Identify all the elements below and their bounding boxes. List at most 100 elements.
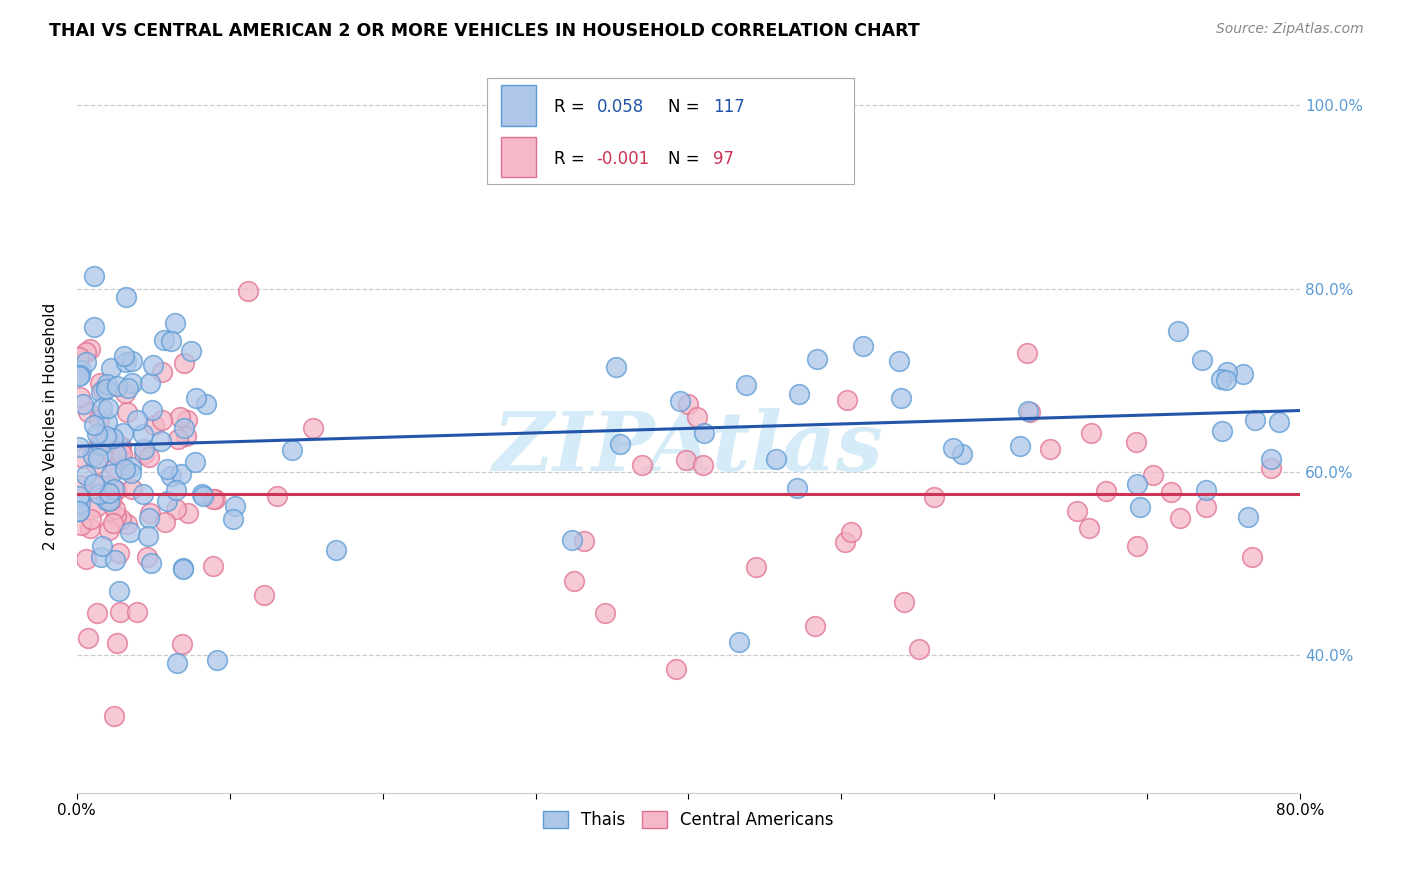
Point [325, 542, 347, 557]
Point [132, 487, 155, 501]
Point [156, 462, 179, 476]
Bar [502, 136, 536, 177]
Point [890, 391, 912, 405]
Point [174, 429, 197, 443]
Point [75, 468, 97, 483]
Point [121, 482, 143, 496]
Point [67, 504, 90, 518]
Point [103, 483, 125, 497]
Point [1126, 539, 1149, 553]
Point [111, 447, 134, 461]
Point [156, 494, 179, 508]
Point [1236, 510, 1258, 524]
Point [91, 401, 114, 416]
Point [266, 489, 288, 503]
Point [1017, 404, 1039, 418]
Point [103, 431, 125, 445]
Point [142, 358, 165, 372]
Point [114, 386, 136, 401]
Point [89, 376, 111, 390]
Point [79, 343, 101, 357]
Point [86, 445, 108, 459]
Point [1008, 439, 1031, 453]
Point [160, 469, 183, 483]
Text: 97: 97 [713, 150, 734, 168]
Point [908, 642, 931, 657]
Point [69, 368, 91, 383]
Point [631, 458, 654, 473]
Point [89, 436, 111, 450]
Point [1195, 483, 1218, 498]
Point [141, 403, 163, 417]
Point [115, 516, 138, 531]
Point [101, 516, 124, 531]
Point [605, 359, 627, 374]
Point [108, 448, 131, 462]
Point [180, 343, 202, 358]
Point [97, 486, 120, 500]
Point [1195, 500, 1218, 514]
Point [107, 546, 129, 560]
Point [138, 529, 160, 543]
Point [112, 349, 135, 363]
Point [165, 501, 187, 516]
Point [1260, 461, 1282, 475]
Point [1232, 368, 1254, 382]
Point [108, 584, 131, 599]
Point [787, 386, 810, 401]
Text: N =: N = [668, 98, 704, 116]
Point [155, 515, 177, 529]
Point [675, 453, 697, 467]
Y-axis label: 2 or more Vehicles in Household: 2 or more Vehicles in Household [44, 302, 58, 549]
Point [139, 557, 162, 571]
Point [1125, 434, 1147, 449]
Point [136, 549, 159, 564]
Point [120, 460, 142, 475]
Point [1095, 484, 1118, 499]
Point [114, 290, 136, 304]
Point [191, 487, 214, 501]
Point [89, 412, 111, 426]
Point [1017, 345, 1039, 359]
Point [98, 494, 121, 508]
Point [204, 491, 226, 506]
Point [668, 394, 690, 409]
Point [173, 421, 195, 435]
Point [79, 520, 101, 534]
Point [121, 354, 143, 368]
Point [72, 451, 94, 466]
Point [75, 552, 97, 566]
Point [177, 506, 200, 520]
Text: THAI VS CENTRAL AMERICAN 2 OR MORE VEHICLES IN HOUSEHOLD CORRELATION CHART: THAI VS CENTRAL AMERICAN 2 OR MORE VEHIC… [49, 22, 920, 40]
Point [87, 487, 110, 501]
Point [173, 356, 195, 370]
Point [1168, 511, 1191, 525]
Point [191, 489, 214, 503]
Point [84, 457, 107, 471]
Point [806, 351, 828, 366]
Point [138, 510, 160, 524]
Point [100, 493, 122, 508]
Point [893, 595, 915, 609]
Point [67, 350, 90, 364]
Point [98, 523, 121, 537]
Point [1039, 442, 1062, 457]
Point [139, 376, 162, 390]
Point [1215, 373, 1237, 387]
Point [253, 588, 276, 602]
Point [72, 396, 94, 410]
Point [561, 533, 583, 547]
Point [727, 635, 749, 649]
Point [69, 495, 91, 509]
Point [94, 382, 117, 396]
Point [104, 502, 127, 516]
Point [69, 390, 91, 404]
Point [90, 478, 112, 492]
Point [69, 478, 91, 492]
Point [94, 493, 117, 508]
Point [83, 320, 105, 334]
Point [115, 405, 138, 419]
Point [67, 440, 90, 454]
Point [1078, 520, 1101, 534]
Point [96, 416, 118, 430]
